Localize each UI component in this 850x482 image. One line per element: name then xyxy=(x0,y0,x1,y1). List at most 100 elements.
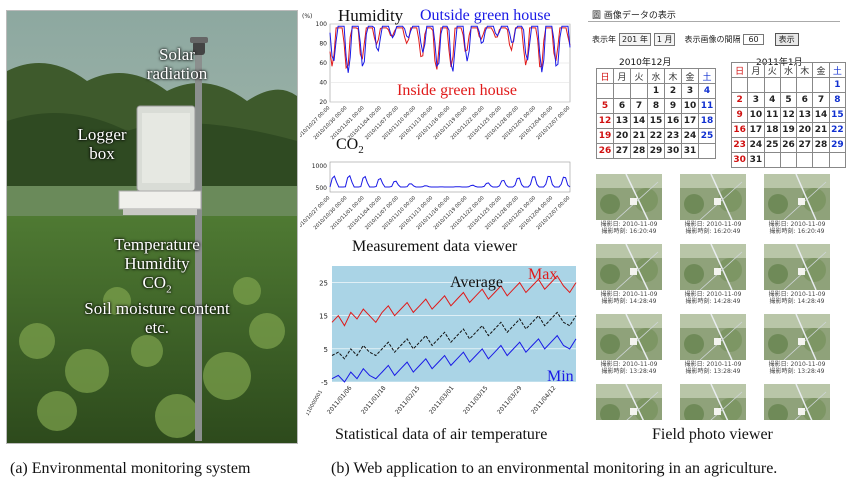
calendar-day[interactable]: 6 xyxy=(613,98,631,114)
calendar-day[interactable]: 12 xyxy=(779,107,798,123)
thumbnail-caption: 撮影日: 2010-11-09 撮影時刻: 14:28:49 xyxy=(600,291,658,305)
calendar-day[interactable]: 17 xyxy=(747,122,765,138)
calendar-day[interactable]: 16 xyxy=(730,122,749,138)
temperature-chart-title: Statistical data of air temperature xyxy=(335,426,548,443)
calendar-weekday: 金 xyxy=(681,68,699,84)
calendar-day[interactable]: 29 xyxy=(647,143,665,159)
calendar-day[interactable]: 3 xyxy=(681,83,699,99)
calendar-day[interactable]: 29 xyxy=(828,137,847,153)
calendar-day[interactable]: 15 xyxy=(647,113,665,129)
calendar-day[interactable]: 31 xyxy=(747,152,765,168)
calendar-day[interactable]: 9 xyxy=(730,107,749,123)
calendar-day[interactable]: 31 xyxy=(681,143,699,159)
calendar-day[interactable]: 20 xyxy=(796,122,814,138)
calendar-day[interactable]: 9 xyxy=(664,98,682,114)
temperature-xtick: 2011/03/15 xyxy=(462,385,490,416)
calendar-day[interactable]: 15 xyxy=(828,107,847,123)
calendar-day[interactable]: 19 xyxy=(596,128,614,144)
calendar-day[interactable]: 10 xyxy=(681,98,699,114)
calendar-day xyxy=(779,77,798,93)
photo-thumbnail[interactable] xyxy=(596,244,662,290)
calendar-header-row: 日月火水木金土 xyxy=(730,62,847,78)
co2-ytick: 1000 xyxy=(312,163,327,170)
interval-input[interactable]: 60 xyxy=(743,34,764,45)
calendar-day[interactable]: 25 xyxy=(698,128,716,144)
calendar-day[interactable]: 13 xyxy=(796,107,814,123)
calendar-day[interactable]: 5 xyxy=(779,92,798,108)
calendar-day[interactable]: 6 xyxy=(796,92,814,108)
humidity-ytick: 80 xyxy=(319,41,327,48)
calendar-day[interactable]: 4 xyxy=(763,92,781,108)
calendar-day[interactable]: 28 xyxy=(630,143,648,159)
thumbnail-pole xyxy=(795,314,817,360)
calendar-day[interactable]: 12 xyxy=(596,113,614,129)
calendar-day[interactable]: 1 xyxy=(828,77,847,93)
calendar-day[interactable]: 2 xyxy=(730,92,749,108)
calendar-day[interactable]: 10 xyxy=(747,107,765,123)
show-button[interactable]: 表示 xyxy=(774,33,799,46)
calendar-day[interactable]: 21 xyxy=(812,122,830,138)
photo-thumbnail[interactable] xyxy=(680,384,746,420)
calendar-day[interactable]: 26 xyxy=(596,143,614,159)
calendar-day[interactable]: 24 xyxy=(747,137,765,153)
photo-thumbnail[interactable] xyxy=(764,244,830,290)
photo-thumbnail[interactable] xyxy=(596,174,662,220)
thumbnail-caption: 撮影日: 2010-11-09 撮影時刻: 16:20:49 xyxy=(600,221,658,235)
year-select[interactable]: 201 年 xyxy=(619,33,651,46)
year-label: 表示年 xyxy=(592,35,616,44)
photo-thumbnail[interactable] xyxy=(596,384,662,420)
calendar-day[interactable]: 1 xyxy=(647,83,665,99)
photo-thumbnail[interactable] xyxy=(680,244,746,290)
calendar-day[interactable]: 28 xyxy=(812,137,830,153)
thumbnail-image xyxy=(764,384,830,420)
month-select[interactable]: 1 月 xyxy=(653,33,676,46)
calendar-day[interactable]: 24 xyxy=(681,128,699,144)
calendar-day[interactable]: 20 xyxy=(613,128,631,144)
photo-thumbnail[interactable] xyxy=(764,174,830,220)
calendar-day[interactable]: 11 xyxy=(763,107,781,123)
calendar-day[interactable]: 30 xyxy=(730,152,749,168)
calendar-day[interactable]: 26 xyxy=(779,137,798,153)
calendar-day[interactable]: 19 xyxy=(779,122,798,138)
calendar-day[interactable]: 14 xyxy=(812,107,830,123)
photo-thumbnail[interactable] xyxy=(764,314,830,360)
photo-thumbnail[interactable] xyxy=(680,314,746,360)
calendar-day[interactable]: 5 xyxy=(596,98,614,114)
thumbnail-sky xyxy=(764,384,830,398)
calendar-day[interactable]: 30 xyxy=(664,143,682,159)
calendar-day[interactable]: 8 xyxy=(647,98,665,114)
photo-thumbnail[interactable] xyxy=(764,384,830,420)
calendar-week-row: 30 31 xyxy=(730,152,847,168)
calendar-day[interactable]: 7 xyxy=(812,92,830,108)
calendar-day[interactable]: 23 xyxy=(730,137,749,153)
photo-thumbnail[interactable] xyxy=(680,174,746,220)
calendar-day[interactable]: 13 xyxy=(613,113,631,129)
calendar-day[interactable]: 14 xyxy=(630,113,648,129)
calendar-day[interactable]: 23 xyxy=(664,128,682,144)
calendar-day[interactable]: 18 xyxy=(763,122,781,138)
thumbnail-foliage xyxy=(768,194,788,214)
calendar-day[interactable]: 11 xyxy=(698,98,716,114)
photo-thumbnail[interactable] xyxy=(596,314,662,360)
thumbnail-sky xyxy=(764,174,830,188)
calendar-week-row: 23 24 25 26 27 28 29 xyxy=(730,137,847,153)
calendar-day[interactable]: 27 xyxy=(796,137,814,153)
thumbnail-sky xyxy=(680,384,746,398)
calendar-day[interactable]: 7 xyxy=(630,98,648,114)
calendar-day[interactable]: 8 xyxy=(828,92,847,108)
calendar-day[interactable]: 2 xyxy=(664,83,682,99)
thumbnail-pole xyxy=(710,314,733,360)
calendar-day[interactable]: 22 xyxy=(647,128,665,144)
calendar-day[interactable]: 16 xyxy=(664,113,682,129)
thumbnail-foliage xyxy=(634,258,658,282)
thumbnail-image xyxy=(680,384,746,420)
calendar-day[interactable]: 25 xyxy=(763,137,781,153)
calendar-day[interactable]: 21 xyxy=(630,128,648,144)
calendar-day[interactable]: 4 xyxy=(698,83,716,99)
calendar-day[interactable]: 27 xyxy=(613,143,631,159)
calendar-day[interactable]: 18 xyxy=(698,113,716,129)
calendar-day[interactable]: 22 xyxy=(828,122,847,138)
calendar-weekday: 木 xyxy=(664,68,682,84)
calendar-day[interactable]: 17 xyxy=(681,113,699,129)
calendar-day[interactable]: 3 xyxy=(747,92,765,108)
